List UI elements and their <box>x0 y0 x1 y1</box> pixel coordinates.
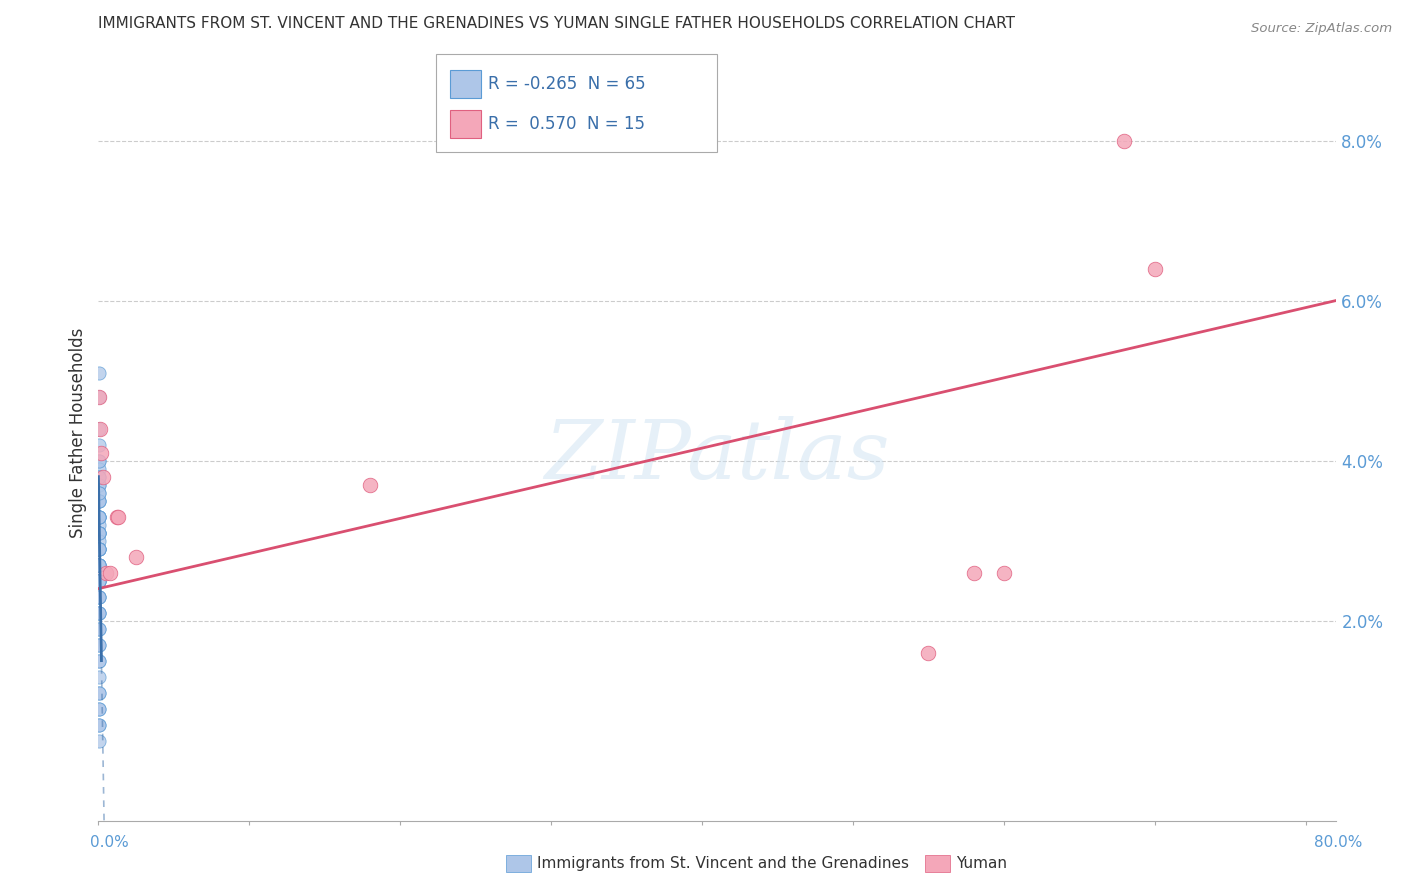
Point <box>87 606 110 620</box>
Point <box>87 477 110 491</box>
Point <box>87 437 110 451</box>
Point <box>87 541 110 556</box>
Point <box>87 558 110 572</box>
Point <box>87 469 110 483</box>
Point <box>87 477 110 491</box>
Point <box>87 717 110 731</box>
Point <box>87 574 110 588</box>
Point <box>1143 261 1166 276</box>
Text: 0.0%: 0.0% <box>90 836 129 850</box>
Point <box>87 654 110 668</box>
Point <box>87 517 110 532</box>
Point <box>87 590 110 604</box>
Point <box>87 701 110 715</box>
Text: Source: ZipAtlas.com: Source: ZipAtlas.com <box>1251 22 1392 36</box>
Point <box>100 566 122 580</box>
Text: 80.0%: 80.0% <box>1315 836 1362 850</box>
Point <box>87 638 110 652</box>
Point <box>87 485 110 500</box>
Point <box>87 622 110 636</box>
Text: R =  0.570  N = 15: R = 0.570 N = 15 <box>488 115 645 133</box>
Point <box>87 574 110 588</box>
Point <box>87 606 110 620</box>
Point <box>89 541 111 556</box>
Point <box>962 566 984 580</box>
Point <box>87 461 110 475</box>
Point <box>89 390 111 404</box>
Point <box>87 558 110 572</box>
Point <box>359 477 381 491</box>
Point <box>87 685 110 699</box>
Point <box>87 469 110 483</box>
Point <box>89 525 111 540</box>
Point <box>87 606 110 620</box>
Point <box>87 453 110 467</box>
Point <box>89 422 111 436</box>
Point <box>105 509 128 524</box>
Point <box>89 574 111 588</box>
Point <box>89 509 111 524</box>
Point <box>87 670 110 684</box>
Point <box>87 622 110 636</box>
Text: Yuman: Yuman <box>956 856 1007 871</box>
Point <box>87 733 110 747</box>
Point <box>993 566 1015 580</box>
Point <box>87 558 110 572</box>
Point <box>87 574 110 588</box>
Point <box>87 509 110 524</box>
Point <box>91 469 114 483</box>
Point <box>87 638 110 652</box>
Point <box>87 493 110 508</box>
Point <box>917 646 939 660</box>
Point <box>89 485 111 500</box>
Text: ZIPatlas: ZIPatlas <box>544 416 890 496</box>
Point <box>125 549 148 564</box>
Point <box>87 685 110 699</box>
Point <box>89 558 111 572</box>
Point <box>1114 134 1136 148</box>
Point <box>94 566 117 580</box>
Point <box>87 366 110 380</box>
Point <box>87 422 110 436</box>
Text: IMMIGRANTS FROM ST. VINCENT AND THE GRENADINES VS YUMAN SINGLE FATHER HOUSEHOLDS: IMMIGRANTS FROM ST. VINCENT AND THE GREN… <box>98 16 1015 31</box>
Point <box>87 558 110 572</box>
Point <box>87 654 110 668</box>
Point <box>87 453 110 467</box>
Y-axis label: Single Father Households: Single Father Households <box>69 327 87 538</box>
Point <box>89 533 111 548</box>
Point <box>87 525 110 540</box>
Point <box>87 541 110 556</box>
Point <box>87 590 110 604</box>
Point <box>87 525 110 540</box>
Point <box>87 525 110 540</box>
Point <box>87 390 110 404</box>
Point <box>87 509 110 524</box>
Point <box>87 541 110 556</box>
Text: Immigrants from St. Vincent and the Grenadines: Immigrants from St. Vincent and the Gren… <box>537 856 910 871</box>
Point <box>87 509 110 524</box>
Point <box>87 493 110 508</box>
Point <box>89 509 111 524</box>
Point <box>87 493 110 508</box>
Point <box>87 590 110 604</box>
Point <box>107 509 129 524</box>
Point <box>87 574 110 588</box>
Point <box>87 525 110 540</box>
Point <box>87 701 110 715</box>
Text: R = -0.265  N = 65: R = -0.265 N = 65 <box>488 75 645 93</box>
Point <box>87 717 110 731</box>
Point <box>90 445 112 459</box>
Point <box>87 541 110 556</box>
